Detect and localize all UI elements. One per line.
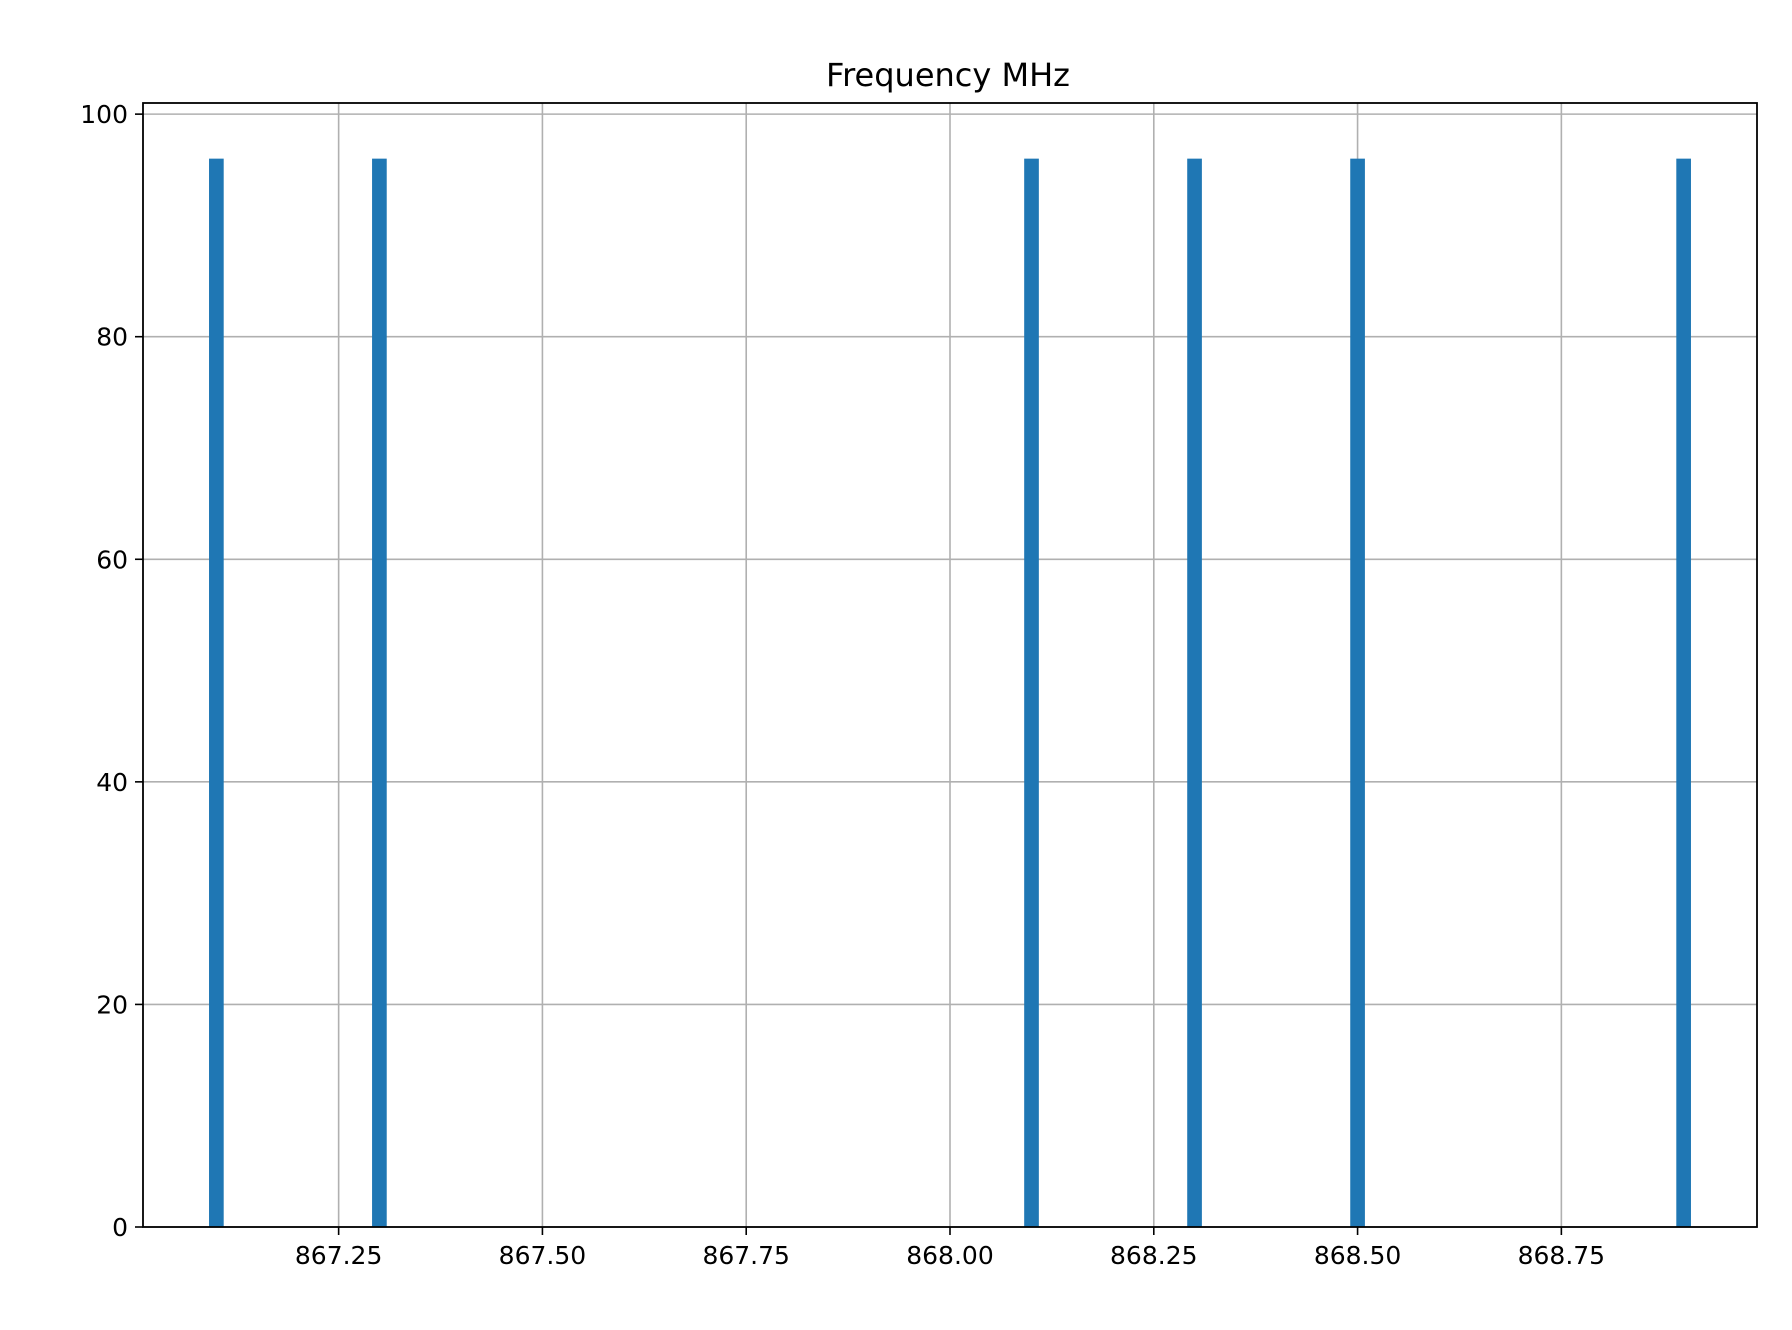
histogram-bar (209, 158, 224, 1228)
y-tick-label: 0 (112, 1213, 128, 1242)
x-tick-label: 868.00 (906, 1241, 993, 1270)
histogram-bar (372, 158, 387, 1228)
histogram-bar (1676, 158, 1691, 1228)
x-tick-label: 868.75 (1518, 1241, 1605, 1270)
x-axis-ticks: 867.25 867.50 867.75 868.00 868.25 868.50 868.… (295, 1227, 1605, 1270)
x-tick-label: 867.75 (702, 1241, 789, 1270)
histogram-bar (1350, 158, 1365, 1228)
histogram-bar (1024, 158, 1039, 1228)
histogram-bar (1187, 158, 1202, 1228)
y-axis-ticks: 0 20 40 60 80 100 (80, 100, 143, 1242)
x-tick-label: 867.50 (499, 1241, 586, 1270)
chart-title: Frequency MHz (826, 56, 1070, 94)
x-tick-label: 867.25 (295, 1241, 382, 1270)
y-tick-label: 80 (96, 323, 128, 352)
y-tick-label: 60 (96, 545, 128, 574)
x-tick-label: 868.25 (1110, 1241, 1197, 1270)
y-tick-label: 40 (96, 768, 128, 797)
histogram-bars (209, 158, 1691, 1228)
y-tick-label: 20 (96, 990, 128, 1019)
y-tick-label: 100 (80, 100, 128, 129)
x-tick-label: 868.50 (1314, 1241, 1401, 1270)
